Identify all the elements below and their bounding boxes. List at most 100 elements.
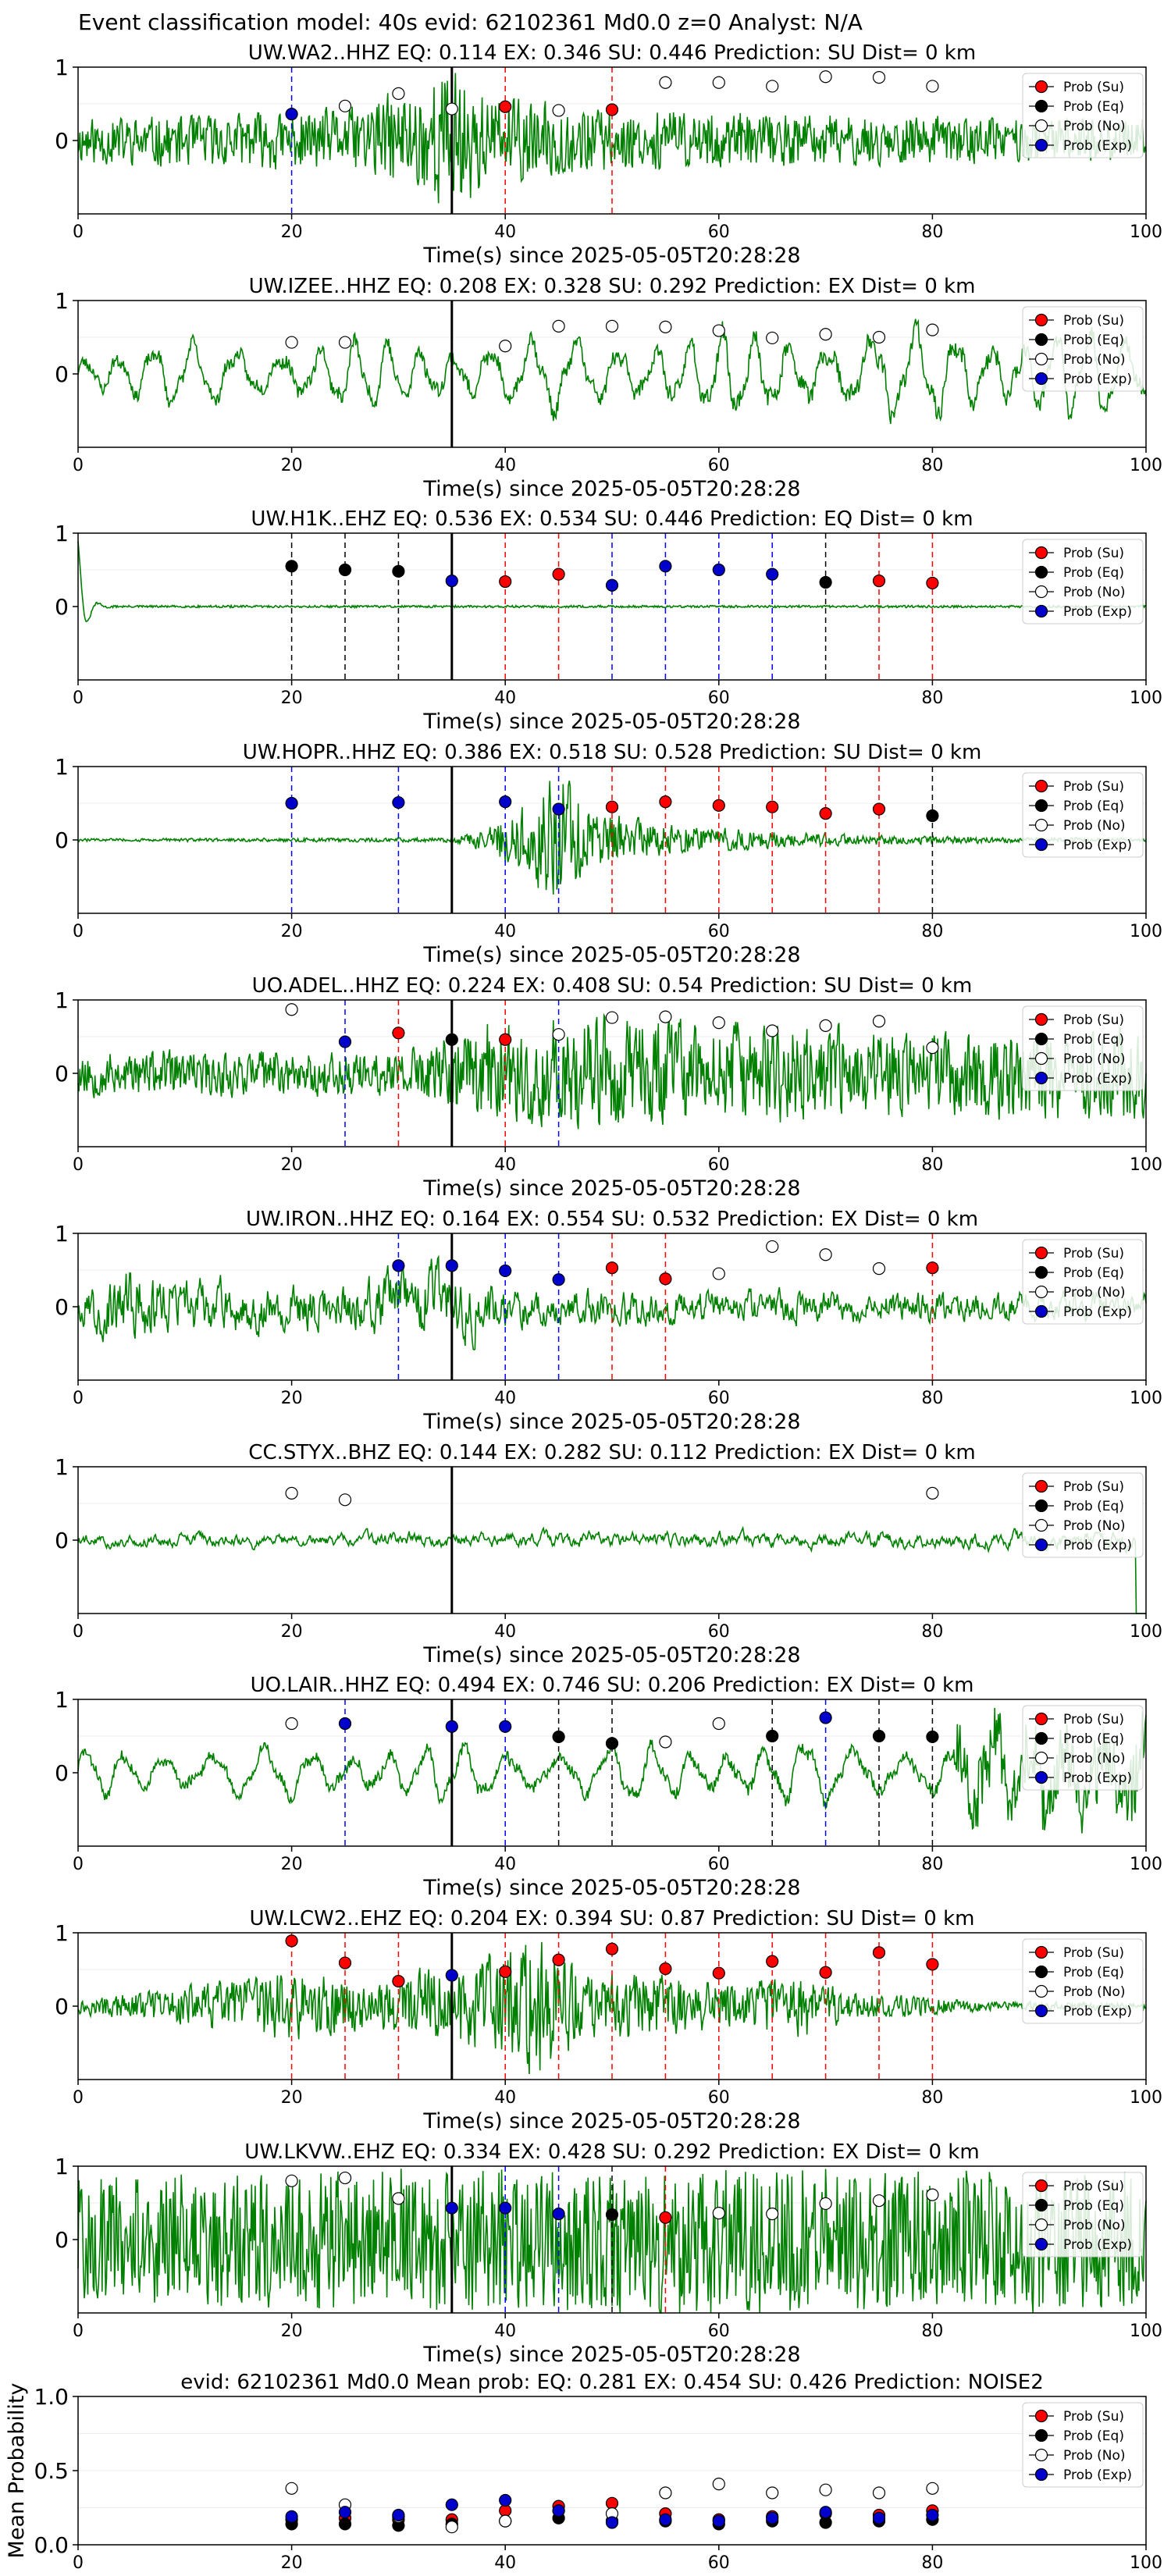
legend-marker-eq — [1034, 1265, 1048, 1279]
legend-marker-eq — [1034, 1499, 1048, 1513]
prob-no-marker — [285, 1486, 298, 1500]
legend-box — [1022, 772, 1144, 858]
prob-exp-marker — [712, 563, 725, 577]
legend-label-eq: Prob (Eq) — [1063, 1265, 1124, 1281]
legend-label-exp: Prob (Exp) — [1063, 2237, 1132, 2253]
legend-marker-eq — [1034, 2428, 1048, 2443]
y-tick-label: 1 — [55, 1687, 69, 1713]
prob-eq-marker — [872, 1729, 886, 1743]
prob-su-marker — [499, 1033, 512, 1046]
y-tick-label: 1 — [55, 1920, 69, 1946]
legend-label-eq: Prob (Eq) — [1063, 1499, 1124, 1514]
legend-label-exp: Prob (Exp) — [1063, 838, 1132, 853]
prob-exp-marker — [338, 2506, 352, 2519]
panel-title: evid: 62102361 Md0.0 Mean prob: EQ: 0.28… — [180, 2371, 1044, 2394]
prob-su-marker — [819, 807, 832, 820]
legend-marker-eq — [1034, 1731, 1048, 1745]
legend-box — [1022, 2172, 1144, 2258]
x-tick-label: 40 — [494, 1622, 516, 1642]
x-tick-label: 40 — [494, 1855, 516, 1874]
prob-no-marker — [872, 330, 886, 344]
legend-box — [1022, 1938, 1144, 2024]
x-tick-label: 0 — [73, 922, 84, 941]
legend-box — [1022, 1239, 1144, 1325]
legend-marker-no — [1034, 1984, 1048, 1998]
panel-9: UW.LCW2..EHZ EQ: 0.204 EX: 0.394 SU: 0.8… — [55, 1907, 1162, 2133]
legend-marker-no — [1034, 818, 1048, 832]
x-tick-label: 80 — [921, 2088, 943, 2108]
prob-no-marker — [872, 1262, 886, 1276]
x-tick-label: 80 — [921, 2553, 943, 2573]
prob-no-marker — [499, 340, 512, 353]
legend-marker-su — [1034, 2179, 1048, 2193]
prob-su-marker — [712, 1966, 725, 1980]
prob-su-marker — [552, 568, 565, 581]
x-tick-label: 60 — [708, 2088, 730, 2108]
y-axis-label: Mean Probability — [5, 2383, 29, 2559]
panel-title: UW.LKVW..EHZ EQ: 0.334 EX: 0.428 SU: 0.2… — [244, 2140, 979, 2164]
prob-exp-marker — [926, 2508, 939, 2522]
prob-no-marker — [872, 1015, 886, 1028]
prob-exp-marker — [552, 1273, 565, 1286]
legend-label-no: Prob (No) — [1063, 2218, 1126, 2233]
prob-no-marker — [285, 2482, 298, 2495]
y-tick-label: 0 — [55, 128, 69, 154]
x-tick-label: 20 — [281, 2088, 303, 2108]
legend-marker-no — [1034, 119, 1048, 133]
x-axis-label: Time(s) since 2025-05-05T20:28:28 — [422, 943, 800, 967]
legend: Prob (Su) Prob (Eq) Prob (No) Prob (Exp) — [1022, 1005, 1144, 1091]
prob-no-marker — [766, 331, 779, 345]
y-tick-label: 0 — [55, 361, 69, 387]
prob-eq-marker — [819, 575, 832, 589]
prob-no-marker — [926, 2188, 939, 2201]
x-tick-label: 40 — [494, 688, 516, 708]
legend-marker-eq — [1034, 1965, 1048, 1979]
prob-no-marker — [819, 1019, 832, 1033]
prob-no-marker — [338, 99, 352, 112]
prob-no-marker — [766, 80, 779, 93]
prob-no-marker — [499, 2514, 512, 2528]
x-tick-label: 20 — [281, 1855, 303, 1874]
waveform-trace — [77, 2169, 1147, 2314]
legend-label-exp: Prob (Exp) — [1063, 2467, 1132, 2483]
legend-label-no: Prob (No) — [1063, 1051, 1126, 1067]
prob-no-marker — [659, 1010, 672, 1023]
prob-no-marker — [872, 71, 886, 84]
prob-su-marker — [499, 575, 512, 589]
x-tick-label: 80 — [921, 1155, 943, 1175]
prob-no-marker — [392, 2192, 405, 2205]
prob-su-marker — [712, 799, 725, 812]
x-tick-label: 80 — [921, 1389, 943, 1408]
prob-no-marker — [285, 336, 298, 349]
prob-no-marker — [552, 319, 565, 333]
y-tick-label: 1 — [55, 55, 69, 80]
x-tick-label: 20 — [281, 1622, 303, 1642]
prob-no-marker — [872, 2486, 886, 2500]
prob-no-marker — [766, 1240, 779, 1254]
prob-no-marker — [285, 1003, 298, 1016]
prob-exp-marker — [499, 1264, 512, 1278]
prob-no-marker — [819, 2483, 832, 2496]
legend-label-su: Prob (Su) — [1063, 546, 1124, 561]
legend-label-no: Prob (No) — [1063, 1751, 1126, 1767]
prob-no-marker — [926, 80, 939, 93]
waveform-trace — [77, 1012, 1147, 1130]
x-tick-label: 100 — [1130, 1155, 1162, 1175]
legend-label-no: Prob (No) — [1063, 1984, 1126, 2000]
legend: Prob (Su) Prob (Eq) Prob (No) Prob (Exp) — [1022, 2172, 1144, 2258]
prob-su-marker — [338, 1956, 352, 1969]
prob-exp-marker — [445, 1969, 458, 1982]
prob-no-marker — [766, 2486, 779, 2500]
x-tick-label: 100 — [1130, 456, 1162, 475]
y-tick-label: 0 — [55, 1760, 69, 1786]
x-tick-label: 20 — [281, 222, 303, 242]
prob-no-marker — [392, 87, 405, 100]
x-tick-label: 20 — [281, 2322, 303, 2341]
x-tick-label: 20 — [281, 2553, 303, 2573]
x-tick-label: 100 — [1130, 2088, 1162, 2108]
x-tick-label: 100 — [1130, 222, 1162, 242]
legend-marker-no — [1034, 585, 1048, 599]
legend-label-su: Prob (Su) — [1063, 80, 1124, 95]
legend-label-su: Prob (Su) — [1063, 1246, 1124, 1261]
